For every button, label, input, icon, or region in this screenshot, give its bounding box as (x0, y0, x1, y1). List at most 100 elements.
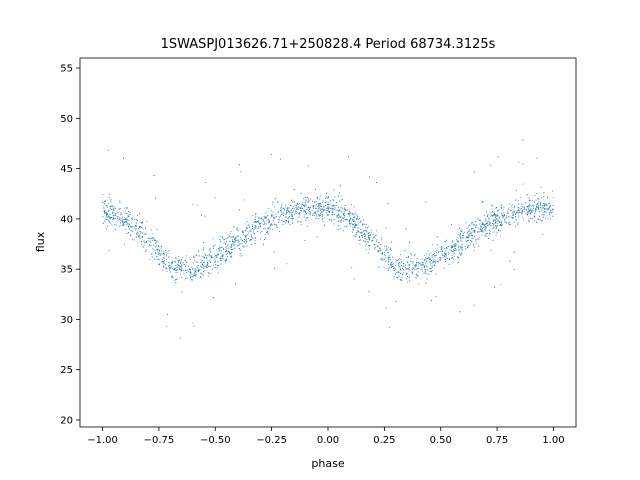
data-point (113, 209, 115, 211)
data-point (468, 229, 470, 231)
data-point (393, 267, 395, 270)
data-point (334, 196, 336, 198)
data-point (244, 199, 246, 201)
data-point (494, 222, 496, 225)
data-point (352, 219, 354, 221)
data-point (363, 223, 365, 225)
data-point (406, 278, 408, 280)
data-point (190, 277, 192, 279)
data-point (343, 218, 345, 220)
data-point (194, 272, 196, 274)
data-point (250, 236, 253, 238)
data-point (264, 217, 266, 219)
data-point (320, 211, 322, 213)
data-point (436, 260, 438, 262)
data-point (165, 255, 167, 257)
data-point (240, 255, 242, 257)
data-point (131, 219, 133, 221)
data-point (396, 277, 398, 279)
data-point (435, 260, 437, 262)
x-tick-label: 0.25 (373, 435, 395, 446)
data-point (491, 216, 493, 218)
data-point (155, 239, 157, 241)
data-point (407, 268, 409, 270)
data-point (186, 272, 188, 274)
data-point (354, 236, 356, 238)
data-point (297, 211, 299, 214)
data-point (468, 226, 470, 228)
data-point (196, 266, 198, 268)
data-point (363, 219, 365, 221)
data-point (166, 326, 168, 328)
data-point (110, 218, 112, 220)
data-point (176, 266, 178, 269)
data-point (247, 233, 249, 236)
data-point (395, 301, 397, 303)
data-point (123, 216, 125, 218)
data-point (418, 265, 420, 267)
data-point (488, 223, 490, 225)
data-point (317, 210, 319, 212)
data-point (512, 204, 514, 206)
data-point (263, 215, 265, 217)
data-point (354, 226, 356, 228)
data-point (200, 261, 202, 263)
data-point (549, 218, 551, 220)
data-point (546, 204, 548, 206)
data-point (130, 226, 132, 228)
data-point (450, 223, 453, 225)
data-point (259, 225, 261, 227)
data-point (111, 224, 113, 226)
data-point (204, 253, 206, 255)
data-point (326, 196, 328, 198)
data-point (386, 251, 388, 254)
data-point (484, 235, 486, 237)
data-point (117, 211, 119, 213)
data-point (279, 158, 282, 160)
data-point (290, 217, 292, 220)
data-point (359, 231, 361, 234)
data-point (350, 204, 353, 206)
data-point (319, 205, 321, 207)
data-point (284, 219, 286, 221)
data-point (269, 226, 271, 228)
data-point (514, 251, 516, 253)
data-point (514, 213, 516, 215)
data-point (402, 272, 404, 274)
data-point (188, 270, 190, 272)
data-point (224, 250, 226, 253)
data-point (465, 236, 467, 238)
data-point (364, 227, 366, 229)
data-point (337, 228, 339, 230)
data-point (536, 203, 538, 206)
data-point (412, 269, 414, 271)
data-point (399, 258, 401, 260)
data-point (106, 219, 108, 221)
data-point (140, 240, 142, 243)
data-point (232, 236, 234, 238)
data-point (459, 227, 461, 229)
data-point (488, 237, 490, 240)
data-point (305, 200, 307, 202)
data-point (102, 201, 104, 203)
data-point (317, 205, 319, 208)
data-point (111, 218, 114, 220)
data-point (169, 269, 171, 271)
data-point (225, 241, 228, 243)
data-point (430, 261, 432, 263)
data-point (389, 254, 391, 256)
data-point (368, 237, 371, 239)
data-point (485, 211, 487, 213)
data-point (444, 253, 446, 255)
data-point (494, 215, 496, 217)
data-point (309, 214, 311, 216)
data-point (319, 215, 321, 217)
data-point (141, 232, 143, 234)
data-point (328, 203, 330, 206)
data-point (465, 247, 467, 250)
data-point (237, 245, 239, 247)
data-point (466, 227, 468, 229)
data-point (247, 238, 250, 240)
data-point (348, 213, 351, 215)
data-point (105, 211, 107, 213)
